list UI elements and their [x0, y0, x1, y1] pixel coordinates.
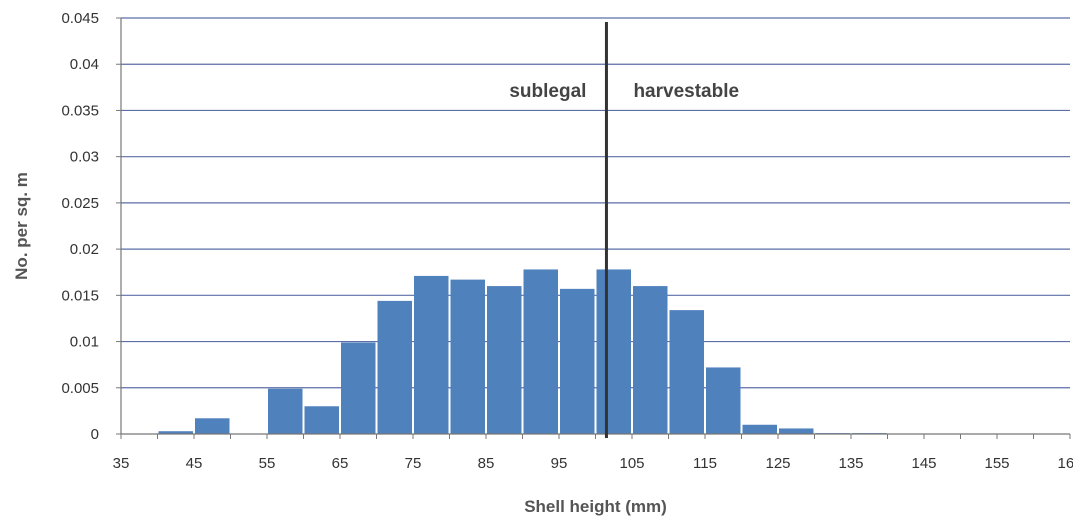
x-tick-label: 135: [838, 455, 863, 472]
x-tick-label: 95: [551, 455, 568, 472]
x-tick-label: 85: [478, 455, 495, 472]
x-tick-label: 75: [405, 455, 422, 472]
y-tick-label: 0.03: [70, 149, 99, 166]
x-tick-label: 105: [619, 455, 644, 472]
histogram-bar: [560, 288, 595, 434]
x-tick-label: 45: [186, 455, 203, 472]
annotation-sublegal: sublegal: [509, 81, 586, 102]
histogram-bar: [341, 342, 376, 434]
x-axis-title: Shell height (mm): [524, 497, 667, 516]
y-tick-label: 0.045: [61, 10, 99, 27]
y-tick-label: 0.005: [61, 380, 99, 397]
histogram-bar: [377, 300, 412, 434]
histogram-bar: [158, 431, 193, 434]
y-tick-label: 0.04: [70, 56, 99, 73]
y-tick-label: 0.015: [61, 287, 99, 304]
histogram-bar: [414, 275, 449, 434]
y-axis-title: No. per sq. m: [12, 172, 31, 280]
x-tick-label: 145: [911, 455, 936, 472]
bars: [158, 269, 887, 434]
y-tick-label: 0.01: [70, 334, 99, 351]
axes: [120, 18, 1070, 435]
histogram-bar: [779, 428, 814, 434]
grid-lines: [121, 17, 1070, 389]
histogram-bar: [450, 279, 485, 434]
histogram-bar: [523, 269, 558, 434]
x-tick-label: 155: [984, 455, 1009, 472]
x-tick-labels: 35 45 55 65 75 85 95 105 115 125 135 145 155 165: [113, 434, 1073, 472]
histogram-bar: [304, 406, 339, 434]
histogram-bar: [268, 388, 303, 434]
histogram-bar: [706, 367, 741, 434]
x-tick-label: 35: [113, 455, 130, 472]
x-tick-label: 165: [1057, 455, 1073, 472]
x-tick-label: 125: [765, 455, 790, 472]
x-tick-label: 115: [693, 455, 717, 472]
histogram-bar: [742, 424, 777, 434]
y-tick-label: 0.025: [61, 195, 99, 212]
y-tick-label: 0.02: [70, 241, 99, 258]
y-tick-label: 0: [91, 426, 99, 443]
histogram-bar: [596, 269, 631, 434]
histogram-bar: [487, 286, 522, 434]
histogram-bar: [669, 310, 704, 434]
y-tick-labels: 0 0.005 0.01 0.015 0.02 0.025 0.03 0.035 0.04 0.0…: [61, 10, 121, 443]
x-tick-label: 55: [259, 455, 276, 472]
annotation-harvestable: harvestable: [633, 81, 739, 102]
histogram-bar: [195, 418, 230, 434]
y-tick-label: 0.035: [61, 102, 99, 119]
x-tick-label: 65: [332, 455, 349, 472]
histogram-bar: [633, 286, 668, 434]
